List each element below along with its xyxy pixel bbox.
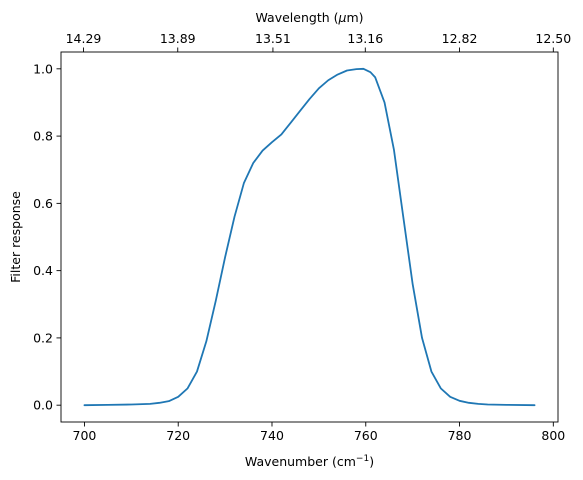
top-axis-label: Wavelength (μm) — [255, 10, 363, 25]
top-tick-label: 13.89 — [160, 31, 196, 46]
top-tick-label: 13.16 — [347, 31, 383, 46]
top-tick-label: 12.50 — [535, 31, 571, 46]
y-tick-label: 0.4 — [33, 263, 53, 278]
y-axis-ticks: 0.0 0.2 0.4 0.6 0.8 1.0 — [33, 61, 61, 413]
top-tick-label: 14.29 — [66, 31, 102, 46]
top-tick-label: 12.82 — [442, 31, 478, 46]
x-axis-label: Wavenumber (cm−1) — [245, 454, 374, 469]
plot-area — [61, 52, 558, 422]
y-tick-label: 0.0 — [33, 398, 53, 413]
y-tick-label: 0.6 — [33, 196, 53, 211]
y-tick-label: 0.8 — [33, 129, 53, 144]
x-tick-label: 720 — [166, 428, 190, 443]
x-tick-label: 800 — [541, 428, 565, 443]
top-tick-label: 13.51 — [255, 31, 291, 46]
x-axis-ticks: 700 720 740 760 780 800 — [73, 422, 565, 443]
y-tick-label: 0.2 — [33, 330, 53, 345]
plot-frame — [60, 51, 559, 423]
x-tick-label: 760 — [354, 428, 378, 443]
y-axis-label: Filter response — [8, 191, 23, 283]
top-axis-ticks: 14.29 13.89 13.51 13.16 12.82 12.50 — [66, 31, 571, 52]
x-tick-label: 740 — [260, 428, 284, 443]
y-tick-label: 1.0 — [33, 61, 53, 76]
x-tick-label: 780 — [448, 428, 472, 443]
series-layer — [83, 67, 536, 407]
series-line-0 — [83, 67, 536, 407]
x-tick-label: 700 — [73, 428, 97, 443]
